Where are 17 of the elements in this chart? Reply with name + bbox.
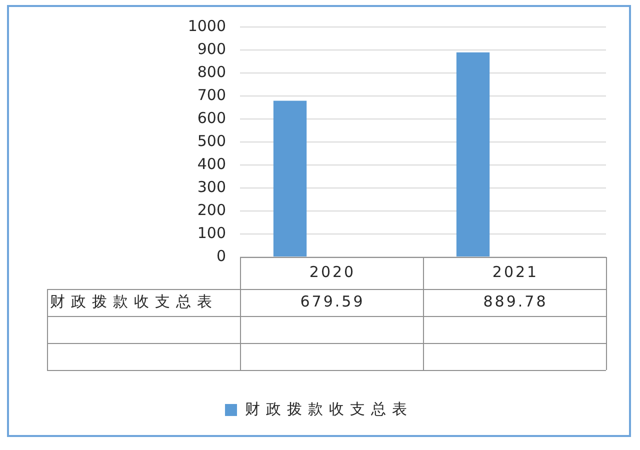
y-tick-label: 900 (197, 40, 226, 58)
y-tick-label: 400 (197, 154, 226, 173)
y-tick-label: 600 (197, 108, 226, 127)
data-label: 889.78 (483, 292, 548, 310)
y-tick-label: 500 (197, 132, 226, 150)
x-tick-label: 2020 (309, 262, 356, 281)
y-tick-label: 200 (197, 200, 226, 219)
text: 财政拨款收支总表 (50, 292, 218, 310)
y-tick-label: 300 (197, 178, 226, 196)
legend-label: 财政拨款收支总表 (245, 400, 413, 418)
y-tick-label: 700 (197, 86, 226, 104)
y-tick-label: 800 (197, 62, 226, 81)
data-label: 679.59 (300, 292, 365, 310)
y-tick-label: 0 (216, 246, 226, 265)
y-tick-label: 100 (197, 224, 226, 242)
y-tick-label: 1000 (188, 16, 226, 35)
x-tick-label: 2021 (492, 262, 539, 281)
